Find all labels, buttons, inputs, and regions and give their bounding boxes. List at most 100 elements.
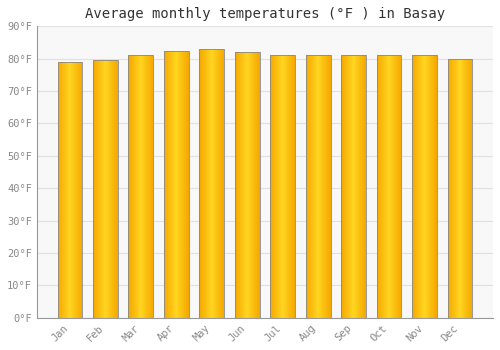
Bar	[223, 49, 224, 318]
Bar	[364, 55, 366, 318]
Bar	[455, 59, 456, 318]
Bar	[213, 49, 214, 318]
Bar	[314, 55, 315, 318]
Bar	[326, 55, 327, 318]
Bar	[210, 49, 211, 318]
Bar	[389, 55, 390, 318]
Bar	[243, 52, 244, 318]
Bar	[312, 55, 313, 318]
Bar	[204, 49, 205, 318]
Bar	[341, 55, 366, 318]
Bar	[108, 60, 109, 318]
Bar	[414, 55, 415, 318]
Bar	[212, 49, 213, 318]
Bar	[394, 55, 395, 318]
Bar	[376, 55, 402, 318]
Bar	[456, 59, 457, 318]
Bar	[241, 52, 242, 318]
Bar	[436, 55, 437, 318]
Bar	[134, 55, 136, 318]
Bar	[354, 55, 355, 318]
Bar	[382, 55, 383, 318]
Bar	[317, 55, 318, 318]
Bar	[62, 62, 63, 318]
Bar	[249, 52, 250, 318]
Bar	[152, 55, 154, 318]
Bar	[293, 55, 294, 318]
Bar	[432, 55, 433, 318]
Bar	[416, 55, 417, 318]
Bar	[386, 55, 387, 318]
Bar	[59, 62, 60, 318]
Bar	[324, 55, 325, 318]
Bar	[458, 59, 460, 318]
Bar	[167, 51, 168, 318]
Bar	[418, 55, 419, 318]
Bar	[277, 55, 278, 318]
Bar	[102, 60, 103, 318]
Bar	[419, 55, 420, 318]
Bar	[434, 55, 435, 318]
Bar	[348, 55, 349, 318]
Bar	[235, 52, 236, 318]
Bar	[321, 55, 322, 318]
Bar	[398, 55, 399, 318]
Bar	[136, 55, 137, 318]
Bar	[131, 55, 132, 318]
Bar	[322, 55, 323, 318]
Bar	[147, 55, 148, 318]
Bar	[174, 51, 175, 318]
Bar	[466, 59, 468, 318]
Bar	[65, 62, 66, 318]
Bar	[252, 52, 253, 318]
Bar	[150, 55, 151, 318]
Bar	[270, 55, 295, 318]
Bar	[425, 55, 426, 318]
Bar	[164, 51, 188, 318]
Bar	[460, 59, 461, 318]
Bar	[238, 52, 239, 318]
Bar	[60, 62, 62, 318]
Bar	[388, 55, 389, 318]
Bar	[74, 62, 75, 318]
Bar	[360, 55, 361, 318]
Bar	[132, 55, 133, 318]
Bar	[294, 55, 295, 318]
Bar	[142, 55, 144, 318]
Bar	[63, 62, 64, 318]
Bar	[173, 51, 174, 318]
Bar	[219, 49, 220, 318]
Bar	[383, 55, 384, 318]
Bar	[172, 51, 173, 318]
Bar	[412, 55, 437, 318]
Bar	[454, 59, 455, 318]
Bar	[211, 49, 212, 318]
Bar	[208, 49, 210, 318]
Bar	[139, 55, 140, 318]
Bar	[105, 60, 106, 318]
Bar	[349, 55, 350, 318]
Bar	[392, 55, 394, 318]
Bar	[100, 60, 101, 318]
Bar	[470, 59, 471, 318]
Bar	[70, 62, 71, 318]
Bar	[103, 60, 104, 318]
Bar	[270, 55, 271, 318]
Bar	[185, 51, 186, 318]
Bar	[451, 59, 452, 318]
Bar	[358, 55, 359, 318]
Bar	[140, 55, 141, 318]
Bar	[73, 62, 74, 318]
Bar	[290, 55, 292, 318]
Bar	[149, 55, 150, 318]
Bar	[420, 55, 422, 318]
Bar	[257, 52, 258, 318]
Bar	[256, 52, 257, 318]
Bar	[325, 55, 326, 318]
Bar	[112, 60, 113, 318]
Bar	[166, 51, 167, 318]
Bar	[384, 55, 386, 318]
Bar	[95, 60, 96, 318]
Bar	[106, 60, 108, 318]
Bar	[346, 55, 348, 318]
